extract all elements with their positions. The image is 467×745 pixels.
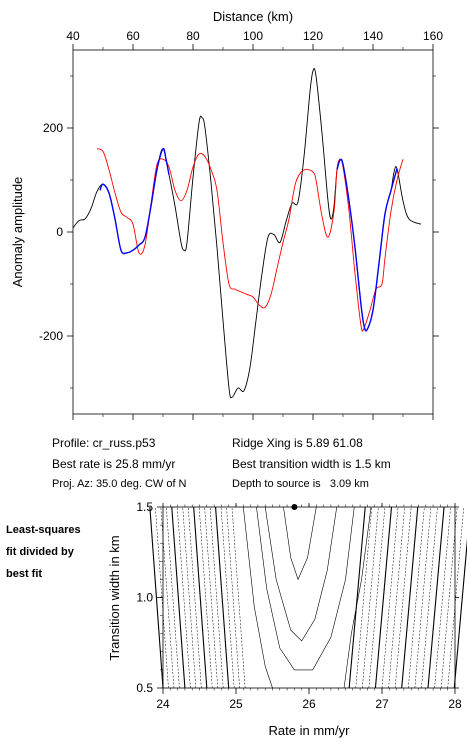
- misfit-contour-line: [215, 506, 230, 689]
- misfit-contour: [283, 506, 317, 581]
- misfit-x-tick-label: 25: [229, 697, 243, 711]
- profile-series: [72, 68, 422, 399]
- projection-azimuth: Proj. Az: 35.0 deg. CW of N: [52, 478, 187, 490]
- profile-x-tick-label: 60: [126, 29, 140, 43]
- depth-to-source: Depth to source is 3.09 km: [232, 478, 369, 490]
- profile-x-tick-label: 120: [303, 29, 323, 43]
- profile-name: Profile: cr_russ.p53: [52, 436, 156, 450]
- misfit-contour-line: [231, 506, 246, 689]
- misfit-contour-line: [394, 506, 412, 689]
- misfit-contour-line: [166, 506, 180, 689]
- profile-x-tick-label: 140: [363, 29, 383, 43]
- misfit-contour-line: [440, 506, 458, 689]
- misfit-contour-line: [171, 506, 186, 689]
- misfit-contour-line: [198, 506, 213, 689]
- profile-x-axis-label: Distance (km): [213, 9, 293, 24]
- misfit-contour-line: [388, 506, 405, 689]
- misfit-contour-line: [368, 506, 386, 689]
- misfit-contour: [264, 506, 338, 642]
- misfit-y-tick-label: 1.5: [136, 500, 153, 514]
- side-label-line-3: best fit: [6, 568, 43, 580]
- misfit-contour: [343, 506, 372, 689]
- best-fit-marker: [291, 504, 298, 510]
- misfit-contour-line: [381, 506, 399, 689]
- misfit-contour-line: [155, 506, 169, 689]
- misfit-contour-line: [209, 506, 224, 689]
- misfit-x-tick-label: 28: [448, 697, 462, 711]
- misfit-x-tick-label: 26: [302, 697, 316, 711]
- profile-y-tick-label: 0: [56, 225, 63, 239]
- misfit-x-tick-label: 24: [156, 697, 170, 711]
- misfit-y-tick-label: 1.0: [136, 591, 153, 605]
- misfit-contour-line: [226, 506, 240, 689]
- misfit-contour-line: [176, 506, 191, 689]
- misfit-x-axis: 24 25 26 27 28: [156, 503, 462, 711]
- misfit-x-axis-label: Rate in mm/yr: [269, 723, 351, 738]
- misfit-contour-line: [160, 506, 175, 689]
- profile-plot-frame: [72, 49, 434, 415]
- misfit-y-axis-label: Transition width in km: [107, 535, 122, 660]
- misfit-y-axis: 1.5 1.0 0.5: [136, 500, 459, 695]
- misfit-y-tick-label: 0.5: [136, 681, 153, 695]
- fitted-window-line: [99, 147, 170, 255]
- model-profile-line: [96, 148, 404, 332]
- profile-x-tick-label: 40: [66, 29, 80, 43]
- misfit-contour-line: [355, 506, 373, 689]
- misfit-contour-line: [414, 506, 432, 689]
- misfit-contour-line: [421, 506, 438, 689]
- misfit-contour-line: [374, 506, 393, 689]
- misfit-contour-line: [220, 506, 235, 689]
- best-rate: Best rate is 25.8 mm/yr: [52, 457, 176, 471]
- misfit-contours: [243, 506, 372, 689]
- misfit-contour: [243, 506, 273, 689]
- profile-x-tick-label: 160: [423, 29, 443, 43]
- profile-x-axis: 40 60 80 100 120 140 160: [66, 29, 443, 420]
- misfit-contour-field: [149, 506, 467, 689]
- observed-profile-line: [72, 68, 422, 399]
- profile-y-axis: 200 0 -200: [39, 75, 439, 389]
- misfit-contour-line: [187, 506, 202, 689]
- side-label-line-1: Least-squares: [6, 524, 81, 536]
- best-transition-width: Best transition width is 1.5 km: [232, 457, 391, 471]
- side-label-line-2: fit divided by: [6, 546, 74, 558]
- profile-x-tick-label: 100: [243, 29, 263, 43]
- fitted-window-line: [336, 158, 398, 332]
- misfit-contour-line: [149, 506, 164, 689]
- misfit-contour-line: [408, 506, 425, 689]
- profile-y-axis-label: Anomaly amplitude: [10, 177, 25, 288]
- misfit-contour-line: [182, 506, 197, 689]
- misfit-contour-line: [348, 506, 366, 689]
- profile-x-tick-label: 80: [186, 29, 200, 43]
- misfit-contour: [256, 506, 355, 671]
- misfit-contour-line: [193, 506, 208, 689]
- misfit-contour-line: [447, 506, 465, 689]
- misfit-contour-line: [434, 506, 451, 689]
- profile-y-tick-label: -200: [39, 329, 63, 343]
- misfit-contour-line: [401, 506, 419, 689]
- ridge-crossing: Ridge Xing is 5.89 61.08: [232, 436, 363, 450]
- misfit-contour-line: [204, 506, 218, 689]
- misfit-contour-line: [362, 506, 379, 689]
- profile-y-tick-label: 200: [43, 121, 63, 135]
- misfit-contour-line: [427, 506, 445, 689]
- misfit-x-tick-label: 27: [375, 697, 389, 711]
- misfit-contour-line: [453, 538, 467, 689]
